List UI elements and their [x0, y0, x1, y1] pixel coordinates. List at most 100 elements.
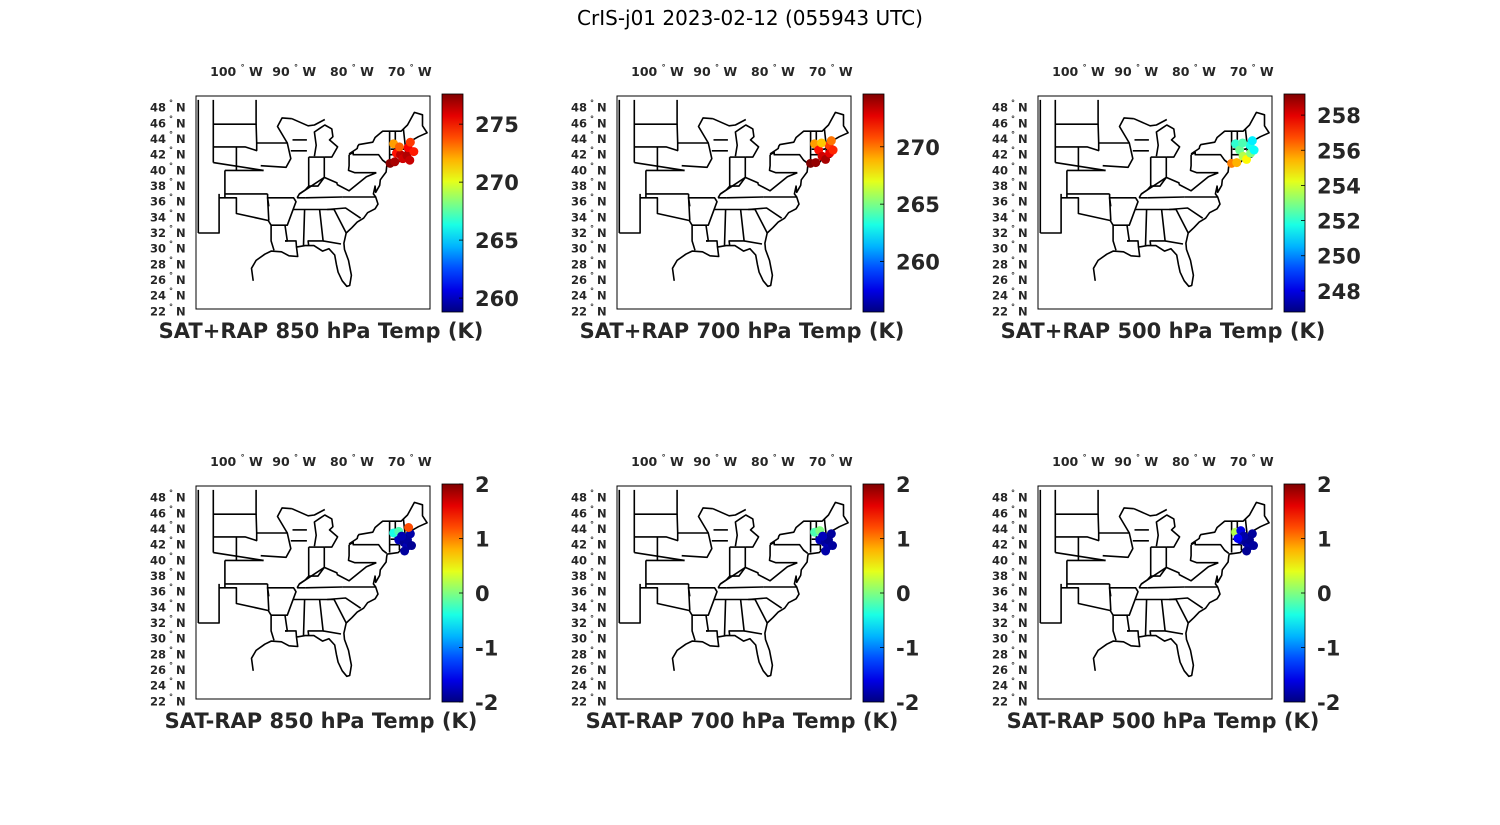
panel-sat-rap-700-diff: 100 ° W 90 ° W 80 ° W 70 ° W 48 ° N 46 ° N 44 ° N 42 °… [547, 433, 967, 743]
state-boundary [1040, 193, 1062, 234]
state-boundary [1055, 161, 1106, 172]
lat-tick-label: 46 [150, 506, 166, 520]
lat-degree-mark: ° [590, 146, 594, 155]
map-panel-svg: 100 ° W 90 ° W 80 ° W 70 ° W48 ° N46 ° N44 ° N42 °… [992, 63, 1361, 318]
colorbar-tick-label: 0 [1317, 582, 1332, 606]
lat-tick-label: 38 [992, 569, 1008, 583]
colorbar-tick-label: 0 [475, 582, 490, 606]
lat-tick-label: 34 [571, 600, 587, 614]
state-boundary [1133, 117, 1168, 127]
lon-tick-label: 70 ° W [1230, 63, 1274, 79]
lat-tick-label: 22 [150, 304, 166, 318]
lat-degree-mark: ° [1011, 614, 1015, 623]
lat-tick-label: 28 [992, 257, 1008, 271]
state-boundary [697, 507, 713, 534]
lat-hemisphere: N [597, 506, 607, 520]
lat-hemisphere: N [1018, 210, 1028, 224]
lat-hemisphere: N [1018, 148, 1028, 162]
lat-hemisphere: N [1018, 101, 1028, 115]
map-layer [197, 99, 428, 288]
lat-hemisphere: N [597, 289, 607, 303]
lat-tick-label: 32 [992, 226, 1008, 240]
lat-hemisphere: N [597, 694, 607, 708]
lon-tick-label: 90 ° W [693, 453, 737, 469]
lat-degree-mark: ° [169, 208, 173, 217]
state-boundary [676, 99, 679, 151]
lat-tick-label: 34 [150, 600, 166, 614]
lat-degree-mark: ° [1011, 271, 1015, 280]
lat-hemisphere: N [1018, 195, 1028, 209]
lat-hemisphere: N [176, 663, 186, 677]
lat-tick-label: 44 [992, 132, 1008, 146]
lon-tick-label: 80 ° W [1172, 453, 1216, 469]
state-boundary [1164, 240, 1184, 245]
lat-hemisphere: N [176, 506, 186, 520]
coastline [1092, 501, 1270, 678]
lat-degree-mark: ° [590, 240, 594, 249]
map-frame [1037, 95, 1273, 310]
lat-degree-mark: ° [1011, 520, 1015, 529]
lat-hemisphere: N [176, 694, 186, 708]
state-boundary [705, 225, 710, 242]
state-boundary [677, 532, 713, 559]
lat-degree-mark: ° [169, 146, 173, 155]
lat-hemisphere: N [1018, 273, 1028, 287]
state-boundary [754, 599, 768, 624]
state-boundary [706, 240, 719, 248]
lat-hemisphere: N [597, 679, 607, 693]
colorbar-tick-label: 1 [896, 528, 911, 552]
map-layer [197, 489, 428, 678]
data-point [1249, 145, 1259, 155]
lat-hemisphere: N [1018, 179, 1028, 193]
lon-tick-label: 70 ° W [388, 63, 432, 79]
state-boundary [1097, 99, 1100, 151]
lat-tick-label: 30 [571, 242, 587, 256]
lat-degree-mark: ° [590, 302, 594, 311]
state-boundary [1175, 599, 1189, 624]
lat-hemisphere: N [597, 273, 607, 287]
lat-hemisphere: N [1018, 491, 1028, 505]
state-boundary [634, 146, 679, 152]
lat-hemisphere: N [176, 116, 186, 130]
lat-degree-mark: ° [590, 224, 594, 233]
state-boundary [1178, 171, 1219, 192]
colorbar-tick-label: -1 [1317, 637, 1340, 661]
lat-degree-mark: ° [169, 224, 173, 233]
state-boundary [726, 196, 764, 199]
lat-hemisphere: N [1018, 632, 1028, 646]
lon-tick-label: 70 ° W [388, 453, 432, 469]
panel-sat-rap-500-diff: 100 ° W 90 ° W 80 ° W 70 ° W 48 ° N 46 ° N 44 ° N 42 °… [968, 433, 1388, 743]
colorbar-tick-label: 0 [896, 582, 911, 606]
lat-degree-mark: ° [1011, 99, 1015, 108]
lat-tick-label: 36 [150, 585, 166, 599]
state-boundary [687, 197, 718, 226]
lat-tick-label: 32 [571, 616, 587, 630]
state-boundary [298, 566, 338, 585]
state-boundary [697, 117, 713, 144]
state-boundary [723, 599, 727, 636]
state-boundary [305, 586, 343, 589]
lat-tick-label: 40 [571, 163, 587, 177]
lat-degree-mark: ° [1011, 130, 1015, 139]
lat-hemisphere: N [1018, 694, 1028, 708]
lat-degree-mark: ° [590, 536, 594, 545]
state-boundary [198, 583, 220, 624]
lat-degree-mark: ° [590, 661, 594, 670]
state-boundary [1140, 176, 1180, 195]
colorbar-tick-label: 270 [896, 136, 940, 160]
coastline [671, 111, 849, 288]
lat-degree-mark: ° [1011, 645, 1015, 654]
data-point [405, 155, 415, 165]
lat-tick-label: 40 [150, 553, 166, 567]
state-boundary [1140, 566, 1180, 585]
lat-hemisphere: N [1018, 116, 1028, 130]
lat-tick-label: 46 [150, 116, 166, 130]
state-boundary [1164, 630, 1184, 635]
lat-hemisphere: N [597, 163, 607, 177]
lat-tick-label: 24 [150, 679, 166, 693]
lat-tick-label: 30 [571, 632, 587, 646]
lat-tick-label: 46 [571, 116, 587, 130]
lat-hemisphere: N [1018, 242, 1028, 256]
lat-tick-label: 40 [571, 553, 587, 567]
map-layer [1039, 99, 1270, 288]
